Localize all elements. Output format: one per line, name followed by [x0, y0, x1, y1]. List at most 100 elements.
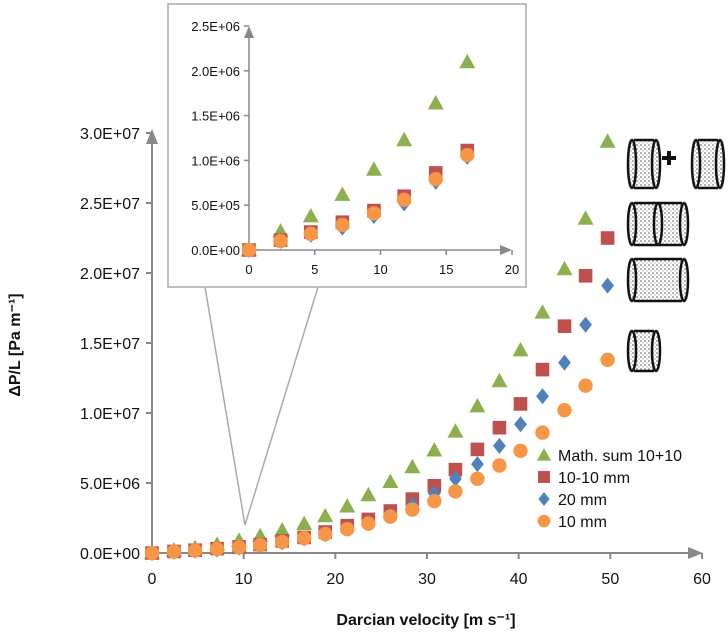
data-point: [536, 388, 549, 405]
data-point: [252, 537, 268, 553]
inset-data-point: [273, 233, 288, 249]
main-tick-marks: [146, 132, 703, 559]
main-y-tick-label: 1.5E+07: [80, 336, 140, 353]
inset-y-tick-label: 2.0E+06: [191, 64, 240, 79]
data-point: [274, 534, 290, 550]
inset-y-tick-label: 0.0E+00: [191, 243, 240, 258]
data-point: [492, 458, 507, 473]
data-point: [317, 507, 334, 523]
data-point: [512, 342, 529, 357]
inset-x-tick-label: 0: [245, 262, 252, 277]
inset-panel: [167, 3, 527, 288]
data-point: [556, 260, 573, 276]
data-point: [601, 277, 614, 294]
data-point: [470, 442, 485, 457]
sample-illustrations: [626, 138, 726, 373]
inset-data-point: [335, 217, 350, 233]
data-point: [318, 526, 333, 542]
inset-y-tick-labels: 0.0E+00 5.0E+05 1.0E+06 1.5E+06 2.0E+06 2.5E+…: [191, 19, 240, 258]
data-point: [557, 403, 572, 418]
data-point: [187, 543, 203, 558]
inset-y-tick-label: 1.0E+06: [191, 153, 240, 168]
main-x-tick-label: 0: [148, 571, 157, 588]
legend-label: Math. sum 10+10: [558, 448, 682, 465]
inset-y-tick-label: 5.0E+05: [191, 198, 240, 213]
main-x-tick-label: 40: [510, 571, 528, 588]
data-point: [361, 516, 376, 531]
data-point: [340, 522, 355, 537]
inset-data-point: [459, 53, 476, 69]
data-point: [558, 354, 571, 371]
data-point: [600, 352, 615, 367]
inset-x-tick-label: 5: [311, 262, 318, 277]
data-point: [427, 494, 442, 509]
data-point: [599, 133, 616, 148]
inset-x-tick-label: 20: [505, 262, 519, 277]
data-point: [404, 458, 421, 474]
data-point: [491, 372, 508, 388]
inset-data-point: [427, 95, 444, 110]
inset-callout: [204, 286, 319, 526]
inset-data-point: [396, 131, 413, 147]
inset-data-point: [334, 186, 351, 201]
data-point: [448, 484, 463, 499]
legend-marker: [538, 492, 550, 506]
data-point: [493, 437, 506, 454]
data-point: [513, 443, 528, 458]
data-point: [274, 522, 291, 537]
main-x-axis-arrow: [688, 547, 703, 559]
data-point: [296, 530, 312, 546]
inset-y-tick-label: 2.5E+06: [191, 19, 240, 34]
data-point: [296, 515, 313, 530]
data-point: [360, 486, 377, 502]
inset-data-point: [460, 147, 475, 163]
inset-series-triangle: [241, 53, 476, 257]
data-point: [447, 423, 464, 438]
series-circle: [144, 352, 615, 561]
inset-data-point: [428, 172, 443, 187]
data-point: [426, 442, 443, 457]
main-y-tick-label: 2.0E+07: [80, 266, 140, 283]
data-point: [448, 462, 463, 477]
data-point: [600, 231, 615, 245]
legend-marker: [537, 514, 551, 528]
main-x-tick-label: 50: [601, 571, 619, 588]
inset-x-axis-arrow: [500, 245, 512, 255]
cylinder-10-icon: [626, 329, 662, 373]
main-x-tick-label: 20: [326, 571, 344, 588]
data-point: [209, 541, 225, 557]
legend: Math. sum 10+10 10-10 mm 20 mm 10 mm: [537, 448, 682, 531]
data-point: [534, 304, 551, 319]
data-point: [513, 397, 528, 411]
main-x-tick-label: 60: [693, 571, 711, 588]
main-y-axis-arrow: [146, 129, 158, 144]
legend-marker: [537, 448, 551, 461]
main-y-tick-label: 2.5E+07: [80, 196, 140, 213]
inset-data-point: [303, 226, 319, 242]
data-point: [578, 378, 593, 393]
data-point: [166, 544, 182, 559]
inset-axes: [244, 26, 512, 255]
legend-marker: [538, 471, 550, 483]
data-point: [449, 470, 462, 487]
data-point: [405, 502, 420, 517]
data-point: [535, 362, 550, 377]
data-point: [514, 416, 527, 433]
inset-y-tick-label: 1.5E+06: [191, 109, 240, 124]
legend-label: 20 mm: [558, 492, 607, 509]
main-y-tick-labels: 0.0E+00 5.0E+06 1.0E+07 1.5E+07 2.0E+07 2.5E+…: [80, 126, 140, 563]
inset-data-points: [241, 53, 476, 258]
data-point: [383, 509, 398, 524]
main-data-points: [144, 133, 616, 561]
inset-data-point: [365, 161, 382, 176]
data-point: [535, 425, 550, 440]
x-axis-title: Darcian velocity [m s⁻¹]: [336, 612, 515, 629]
data-point: [577, 210, 594, 225]
cylinder-sum-icon: [626, 138, 726, 190]
inset-x-tick-labels: 0 5 10 15 20: [245, 262, 519, 277]
cylinder-20-icon: [626, 257, 690, 303]
main-y-tick-label: 0.0E+00: [80, 546, 140, 563]
inset-y-axis-arrow: [244, 26, 254, 38]
main-y-tick-label: 1.0E+07: [80, 406, 140, 423]
